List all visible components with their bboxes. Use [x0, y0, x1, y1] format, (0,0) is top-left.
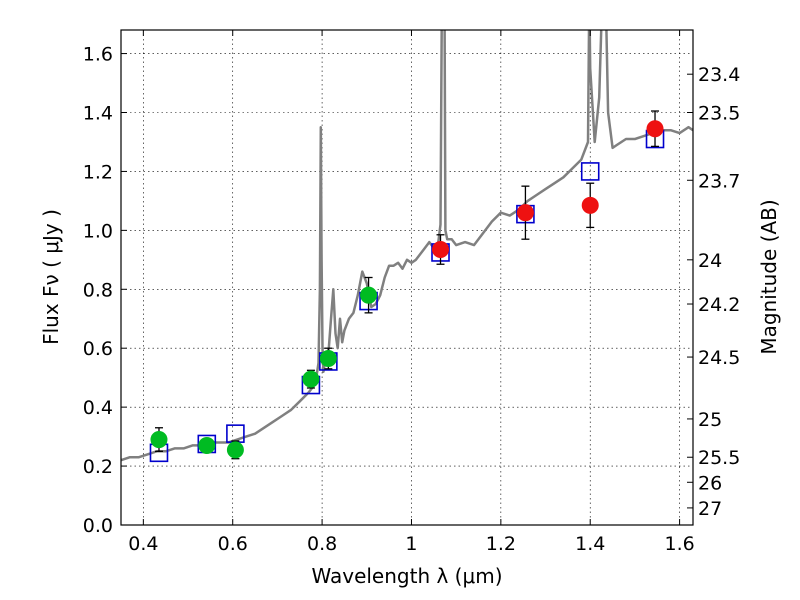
y-tick-label: 0.8	[83, 279, 113, 301]
model-flux-square	[580, 162, 600, 181]
y-tick-label: 0.6	[83, 338, 113, 360]
photometry-point	[302, 370, 320, 388]
grid-lines	[121, 30, 693, 526]
y-tick-label: 1.4	[83, 103, 113, 125]
photometry-point	[150, 431, 168, 449]
photometry-point	[226, 441, 244, 459]
y-tick-label: 0.0	[83, 515, 113, 537]
x-tick-label: 0.8	[307, 533, 337, 555]
x-tick-label: 1.4	[575, 533, 605, 555]
x-tick-label: 1	[405, 533, 417, 555]
y-right-tick-label: 23.4	[698, 64, 740, 86]
y-tick-label: 0.4	[83, 397, 113, 419]
y-tick-label: 1.0	[83, 220, 113, 242]
photometry-point	[319, 350, 337, 368]
y-right-tick-label: 25.5	[698, 447, 740, 469]
photometry-point	[646, 120, 664, 138]
x-tick-label: 0.6	[218, 533, 248, 555]
axis-ticks: 0.4 0.6 0.8 1 1.2 1.4 1.6 0.0 0.2 0.4 0.6 0.8 1.0 1.2…	[83, 30, 740, 555]
y-right-tick-label: 27	[698, 498, 722, 520]
data-layer	[121, 30, 693, 463]
y-right-tick-label: 26	[698, 472, 722, 494]
y-right-tick-label: 24	[698, 250, 722, 272]
photometry-point	[516, 204, 534, 222]
photometry-point	[360, 286, 378, 304]
y-right-tick-label: 25	[698, 409, 722, 431]
x-tick-label: 1.2	[486, 533, 516, 555]
x-tick-label: 0.4	[128, 533, 158, 555]
y-axis-label: Flux Fν ( μJy )	[39, 209, 63, 345]
y-right-tick-label: 24.5	[698, 347, 740, 369]
y-tick-label: 1.6	[83, 44, 113, 66]
y-right-tick-label: 23.5	[698, 103, 740, 125]
photometry-point	[432, 241, 450, 259]
sed-spectrum-line	[121, 30, 693, 462]
x-tick-label: 1.6	[664, 533, 694, 555]
photometry-point	[581, 196, 599, 214]
y-tick-label: 1.2	[83, 161, 113, 183]
y-axis-right-label: Magnitude (AB)	[757, 199, 781, 354]
plot-frame	[120, 29, 694, 526]
y-tick-label: 0.2	[83, 456, 113, 478]
photometry-point	[198, 436, 216, 454]
y-right-tick-label: 23.7	[698, 170, 740, 192]
y-right-tick-label: 24.2	[698, 294, 740, 316]
x-axis-label: Wavelength λ (μm)	[311, 564, 502, 588]
